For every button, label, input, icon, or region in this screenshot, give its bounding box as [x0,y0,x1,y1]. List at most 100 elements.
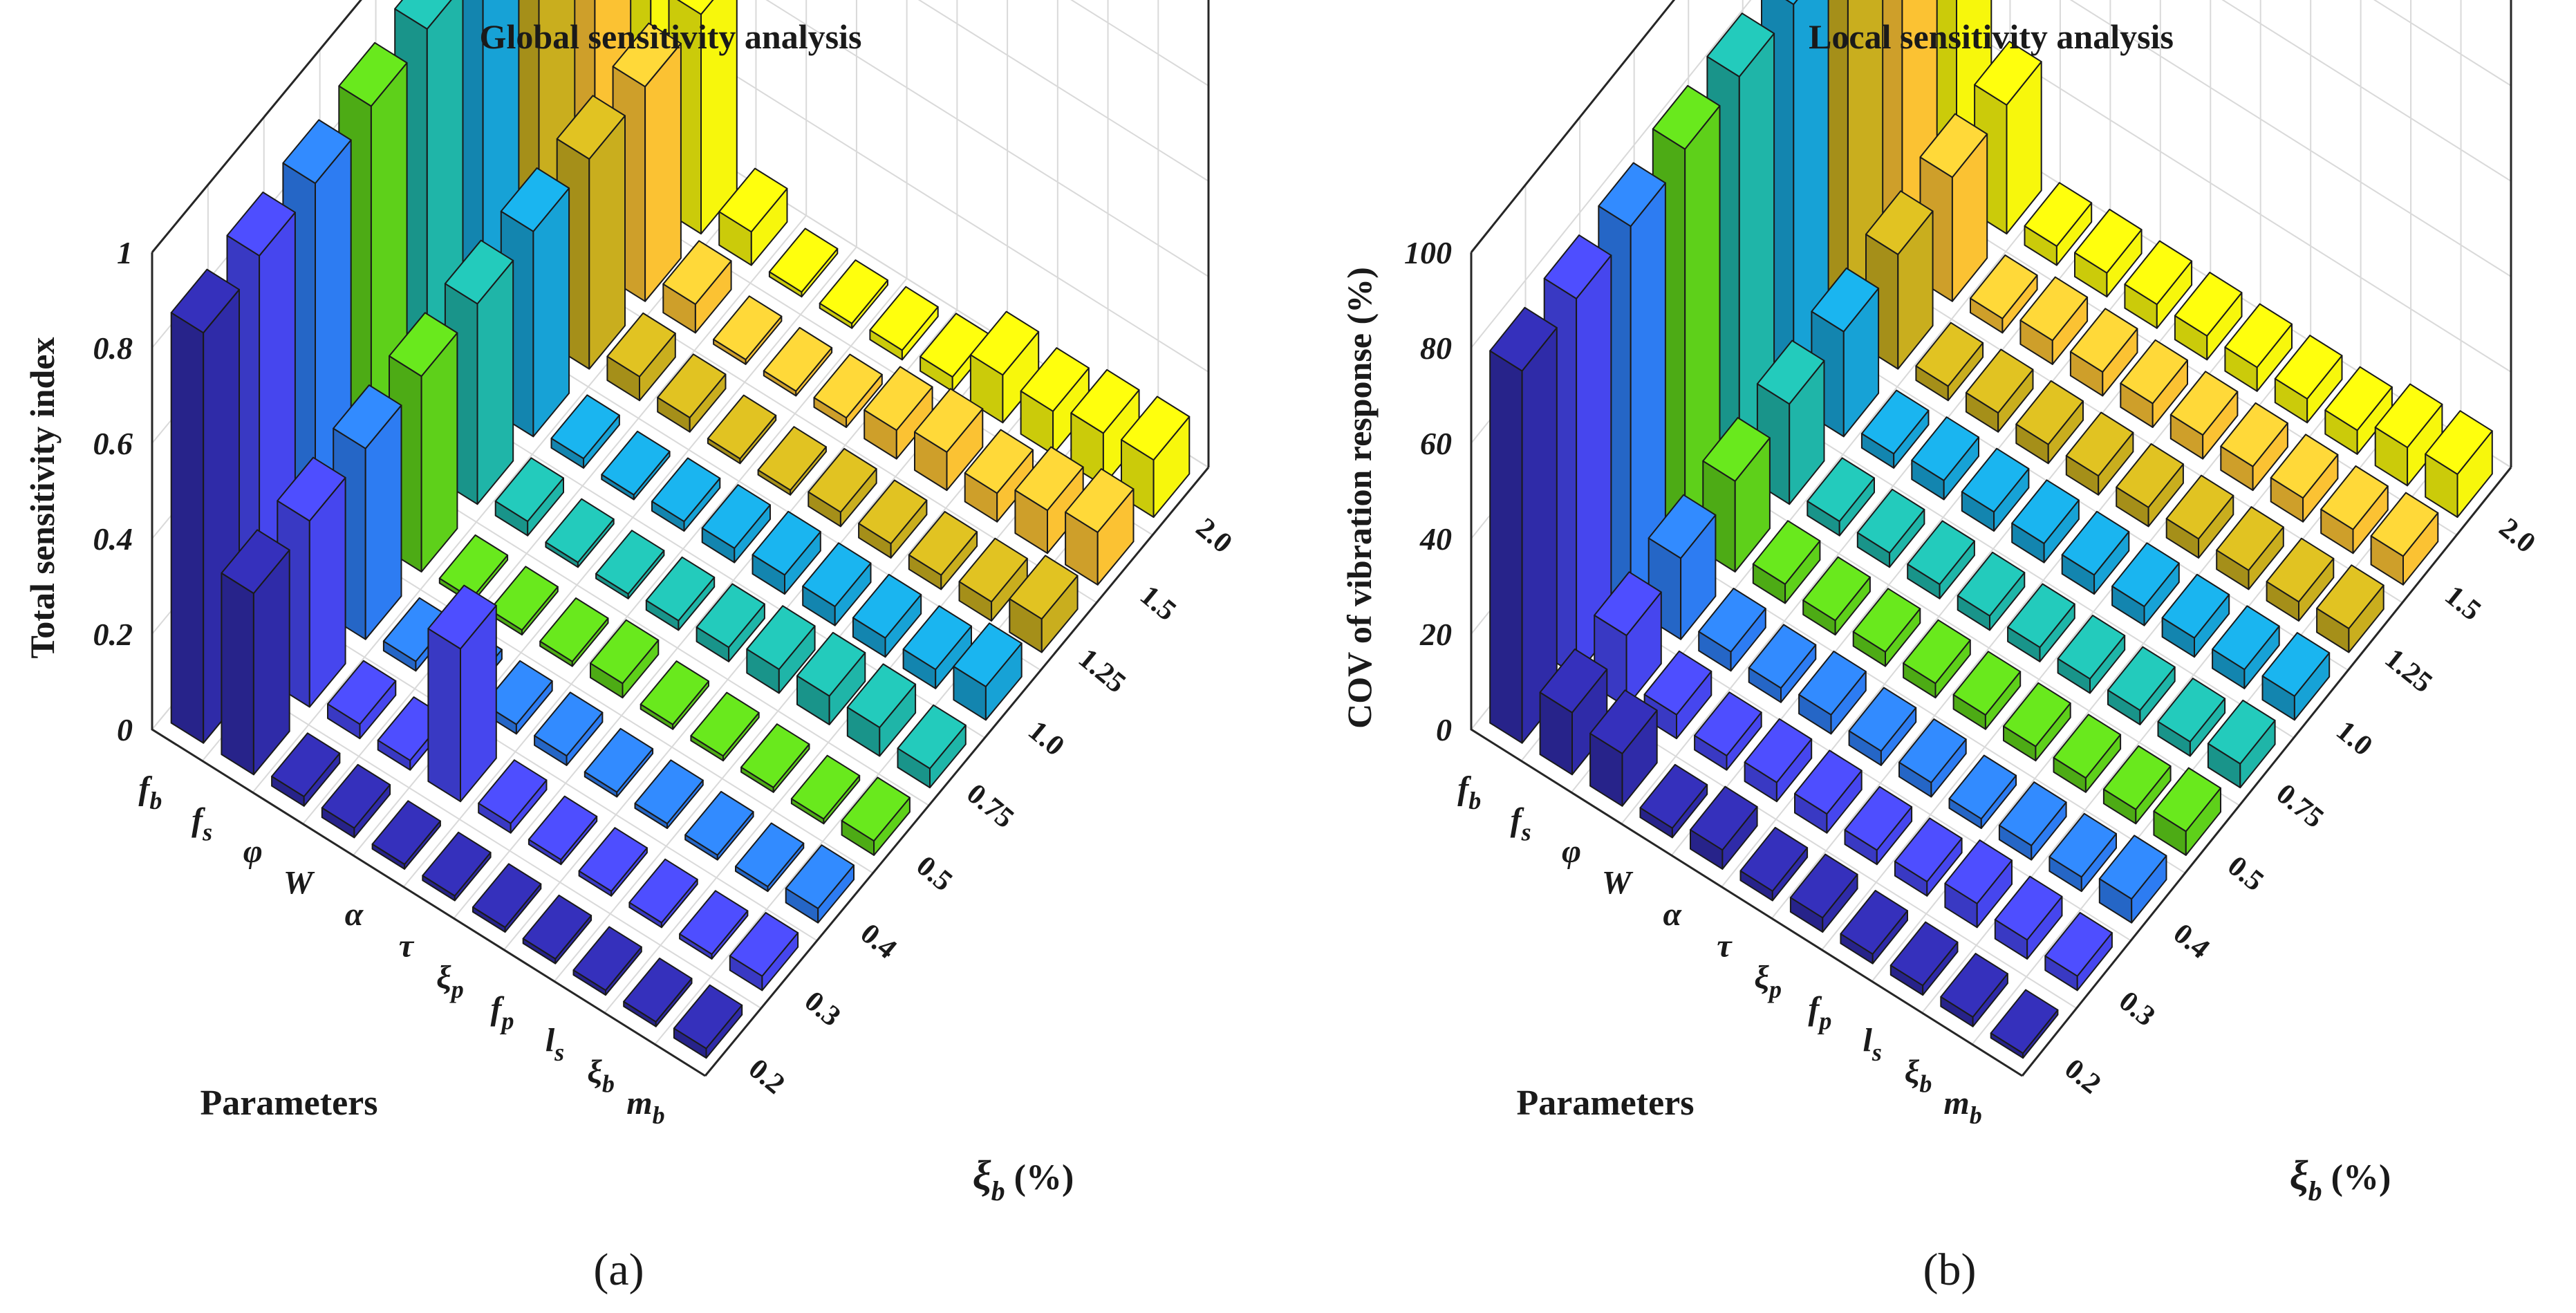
bar [1840,890,1908,965]
bar [735,822,805,893]
bar [1856,488,1925,568]
bar [2102,745,2172,825]
bar [371,800,441,870]
xi-subscript: b [2308,1175,2322,1207]
bar [958,537,1028,622]
parameter-tick-label: α [345,896,364,933]
bar [651,457,721,532]
parameter-subscript: b [1970,1101,1982,1129]
bar [846,663,917,757]
parameter-tick-label: ξp [1754,959,1782,1003]
bar [819,259,888,329]
parameter-tick-label: fp [490,991,514,1035]
bar [657,353,727,433]
bar [221,529,290,776]
parameter-tick-label: α [1663,896,1682,933]
z-axis-label: COV of vibration response (%) [1340,267,1379,729]
bar [953,622,1023,721]
bar [752,510,821,595]
bar [808,447,877,528]
bar [1589,689,1658,807]
bar [444,239,514,505]
bar [841,776,911,856]
bar [902,605,972,689]
parameter-tick-label: ξb [587,1054,615,1098]
bar [1752,520,1821,604]
bar [545,498,615,568]
bar [908,511,978,590]
bar [2011,479,2080,564]
bar [1948,754,2017,829]
bar [494,457,564,537]
bar [869,286,939,361]
bar [684,790,754,861]
xi-tick-label: 0.3 [2113,985,2161,1033]
z-tick-label: 0 [117,712,133,747]
bar [2074,208,2143,298]
bar [1907,520,1975,599]
bar [572,926,642,996]
z-tick-label: 0.2 [93,617,133,652]
bar [1794,749,1863,834]
bar [2274,335,2343,424]
xi-tick-label: 0.75 [2270,778,2330,835]
bar [2220,402,2288,492]
bar [2224,303,2293,392]
z-tick-label: 0 [1436,712,1452,747]
bar [327,660,397,740]
parameter-tick-label: fp [1808,991,1831,1035]
parameter-subscript: s [1872,1039,1882,1066]
bar [790,754,861,825]
parameter-tick-label: ls [1863,1022,1882,1066]
bar [623,958,693,1027]
bar [1990,989,2059,1059]
bar [701,484,771,564]
bar [2044,912,2113,991]
bar [1944,839,2013,929]
bar [2057,615,2126,694]
bar [2120,339,2188,428]
bar [1639,763,1708,839]
bar [1952,651,2022,730]
z-tick-labels: 0 20 40 60 80 100 [1404,235,1452,747]
parameter-subscript: s [1521,818,1531,846]
bar [534,691,604,766]
bar [2015,380,2084,465]
xi-tick-label: 2.0 [1190,512,1238,559]
parameter-tick-label: ξb [1905,1054,1932,1098]
bar [696,583,765,662]
bar [1798,651,1867,735]
xi-tick-label: 1.5 [2438,579,2487,627]
bar [2169,371,2239,460]
subfigure-label-a: (a) [593,1245,644,1295]
bar [1789,853,1858,933]
bar [522,894,592,965]
bar [2270,434,2339,523]
xi-tick-label: 1.0 [1022,715,1070,763]
bar [1065,468,1135,586]
bar [679,890,749,960]
bar [2124,240,2193,329]
bar [1974,41,2042,235]
parameter-tick-label: τ [1717,928,1733,965]
parameters-axis-label: Parameters [1517,1083,1695,1123]
z-tick-label: 100 [1404,235,1452,270]
bar [746,605,816,694]
xi-tick-label: 0.75 [960,778,1020,835]
xi-tick-label: 0.4 [855,918,903,965]
bar [852,573,922,658]
xi-tick-label: 1.0 [2330,715,2378,763]
bar [1009,555,1079,653]
parameter-tick-label: φ [243,833,263,870]
parameters-axis-label: Parameters [200,1083,378,1123]
z-axis-label: Total sensitivity index [23,337,62,659]
xi-subscript: b [991,1175,1005,1207]
xi-tick-label: 0.3 [799,985,847,1033]
xi-tick-label: 1.25 [2379,642,2438,699]
parameter-subscript: p [449,976,464,1003]
bar [601,430,671,501]
bar [1648,494,1717,640]
xi-tick-label: 0.2 [743,1053,791,1101]
parameter-tick-label: fs [192,801,212,846]
parameter-tick-label: mb [626,1085,664,1129]
